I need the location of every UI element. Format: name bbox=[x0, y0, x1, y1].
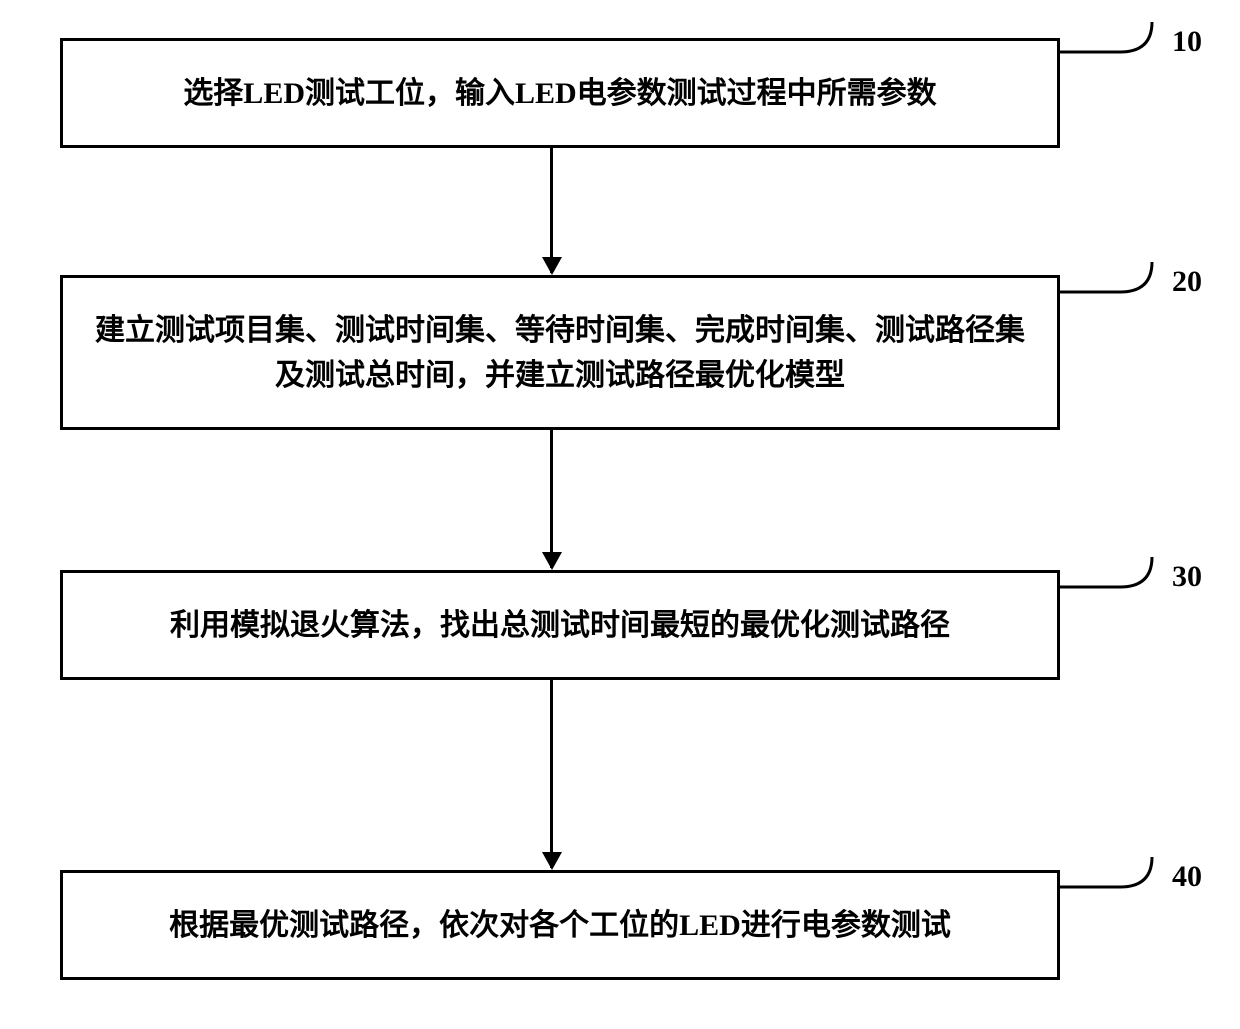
arrow-30-to-40 bbox=[550, 680, 553, 868]
flow-step-10: 选择LED测试工位，输入LED电参数测试过程中所需参数 bbox=[60, 38, 1060, 148]
flow-step-40: 根据最优测试路径，依次对各个工位的LED进行电参数测试 bbox=[60, 870, 1060, 980]
flowchart-container: 选择LED测试工位，输入LED电参数测试过程中所需参数 10 建立测试项目集、测… bbox=[0, 0, 1240, 1029]
flow-step-20-text: 建立测试项目集、测试时间集、等待时间集、完成时间集、测试路径集及测试总时间，并建… bbox=[93, 308, 1027, 398]
flow-step-30: 利用模拟退火算法，找出总测试时间最短的最优化测试路径 bbox=[60, 570, 1060, 680]
connector-line-30 bbox=[1060, 549, 1175, 599]
flow-step-20: 建立测试项目集、测试时间集、等待时间集、完成时间集、测试路径集及测试总时间，并建… bbox=[60, 275, 1060, 430]
flow-label-20: 20 bbox=[1172, 265, 1202, 299]
connector-line-20 bbox=[1060, 254, 1175, 304]
connector-line-10 bbox=[1060, 14, 1175, 64]
connector-line-40 bbox=[1060, 849, 1175, 899]
flow-label-30: 30 bbox=[1172, 560, 1202, 594]
flow-step-10-text: 选择LED测试工位，输入LED电参数测试过程中所需参数 bbox=[183, 71, 936, 116]
flow-label-40: 40 bbox=[1172, 860, 1202, 894]
flow-step-40-text: 根据最优测试路径，依次对各个工位的LED进行电参数测试 bbox=[169, 903, 951, 948]
arrow-20-to-30 bbox=[550, 430, 553, 568]
flow-label-10: 10 bbox=[1172, 25, 1202, 59]
flow-step-30-text: 利用模拟退火算法，找出总测试时间最短的最优化测试路径 bbox=[170, 603, 950, 648]
arrow-10-to-20 bbox=[550, 148, 553, 273]
